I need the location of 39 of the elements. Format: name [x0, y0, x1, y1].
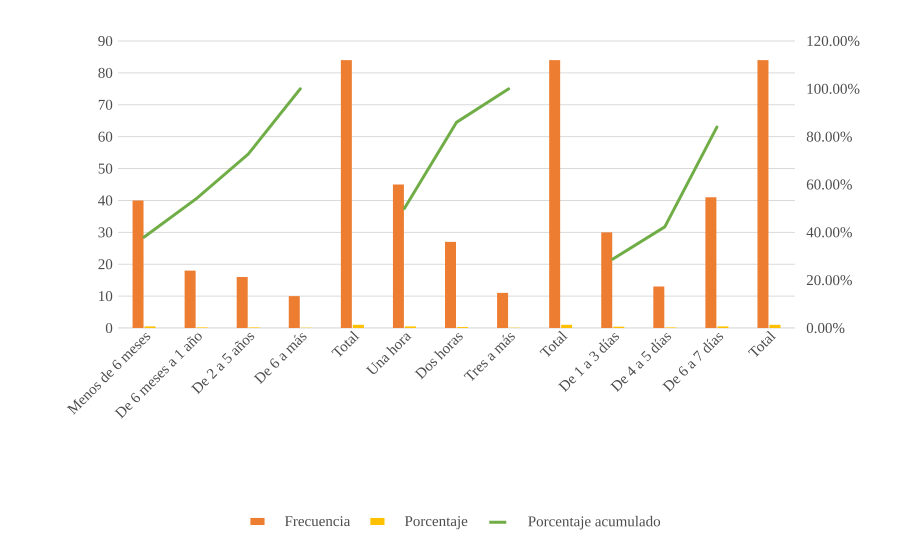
x-tick-label: De 6 a más: [254, 332, 307, 384]
x-tick-label: Tres a más: [464, 332, 515, 381]
bar: [392, 184, 404, 328]
bar: [601, 232, 612, 328]
legend-label: Frecuencia: [284, 516, 350, 526]
bar: [497, 292, 508, 328]
y-tick-label: 20: [98, 259, 112, 270]
y2-tick-label: 100.00%: [808, 84, 860, 94]
bar: [705, 197, 716, 328]
y2-tick-label: 0.00%: [806, 322, 844, 334]
y-tick-label: 70: [98, 100, 112, 110]
y2-tick-label: 80.00%: [806, 132, 852, 142]
legend-label: Porcentaje: [404, 516, 468, 530]
bar: [445, 242, 456, 328]
y-tick-label: 60: [98, 132, 112, 142]
y-tick-label: 90: [98, 36, 112, 46]
y-tick-label: 40: [98, 195, 112, 206]
y-tick-label: 30: [98, 227, 112, 238]
y2-tick-label: 20.00%: [806, 275, 852, 286]
bar: [653, 286, 664, 328]
bar: [757, 60, 768, 328]
bar: [184, 270, 196, 328]
y-tick-label: 0: [106, 322, 112, 334]
y-tick-label: 80: [98, 68, 112, 78]
bar: [340, 60, 352, 328]
bar: [561, 324, 572, 328]
bar: [132, 200, 144, 328]
y-tick-label: 10: [99, 291, 112, 302]
x-tick-label: Una hora: [366, 334, 412, 374]
bar: [288, 296, 300, 328]
y2-tick-label: 40.00%: [806, 227, 852, 238]
y2-tick-label: 60.00%: [806, 179, 852, 190]
bar: [769, 324, 780, 328]
y-tick-label: 50: [98, 164, 112, 174]
y2-tick-label: 120.00%: [808, 36, 860, 46]
bar: [549, 60, 560, 328]
bar: [236, 276, 248, 328]
bar: [352, 324, 364, 328]
legend-label: Porcentaje acumulado: [528, 516, 660, 530]
